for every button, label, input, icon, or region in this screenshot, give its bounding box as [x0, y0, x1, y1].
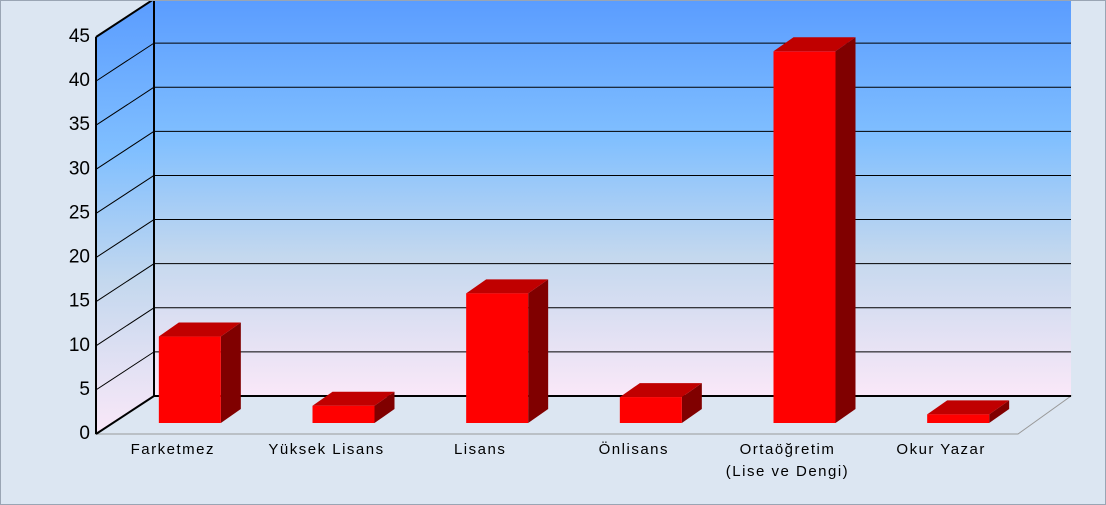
- x-tick-label: Lisans: [453, 441, 507, 458]
- y-tick-label: 15: [69, 291, 90, 312]
- bar-top: [619, 383, 702, 398]
- x-tick-label: Yüksek Lisans: [268, 441, 385, 458]
- bar-top: [312, 391, 395, 406]
- grid-line: [95, 86, 155, 126]
- bar: [773, 51, 836, 424]
- y-tick-label: 10: [69, 335, 90, 356]
- axis-line: [95, 395, 155, 435]
- y-tick-label: 5: [79, 379, 90, 400]
- bar-side: [681, 383, 702, 423]
- grid-line: [95, 175, 155, 214]
- bar-top: [466, 279, 549, 294]
- bar: [927, 414, 990, 423]
- bar: [158, 336, 221, 423]
- bar-top: [158, 322, 241, 337]
- bar-side: [528, 279, 549, 423]
- axis-line: [95, 1, 153, 38]
- bar-top: [773, 37, 856, 52]
- grid-line: [95, 351, 155, 391]
- y-tick-label: 40: [69, 70, 90, 91]
- x-tick-label: Ortaöğretim (Lise ve Dengi): [725, 441, 850, 480]
- bar: [312, 405, 375, 423]
- bar: [619, 397, 682, 423]
- floor: [94, 395, 1073, 435]
- bar-top: [927, 400, 1010, 415]
- bar-side: [374, 391, 395, 423]
- grid-line: [95, 219, 155, 258]
- grid-line: [95, 42, 155, 82]
- y-tick-label: 25: [69, 202, 90, 223]
- y-tick-label: 0: [79, 423, 90, 444]
- bar-side: [989, 400, 1010, 423]
- x-tick-label: Farketmez: [130, 441, 215, 458]
- grid-line: [95, 263, 155, 303]
- grid-line: [95, 130, 155, 170]
- y-tick-label: 35: [69, 114, 90, 135]
- grid-line: [95, 307, 155, 347]
- bar: [466, 293, 529, 423]
- y-tick-label: 20: [69, 247, 90, 268]
- x-tick-label: Okur Yazar: [896, 441, 986, 458]
- y-tick-label: 30: [69, 158, 90, 179]
- bar-side: [220, 322, 241, 423]
- x-tick-label: Önlisans: [598, 441, 669, 458]
- back-wall: [154, 1, 1071, 396]
- y-tick-label: 45: [69, 26, 90, 47]
- side-wall: [96, 1, 154, 434]
- bar-side: [835, 37, 856, 424]
